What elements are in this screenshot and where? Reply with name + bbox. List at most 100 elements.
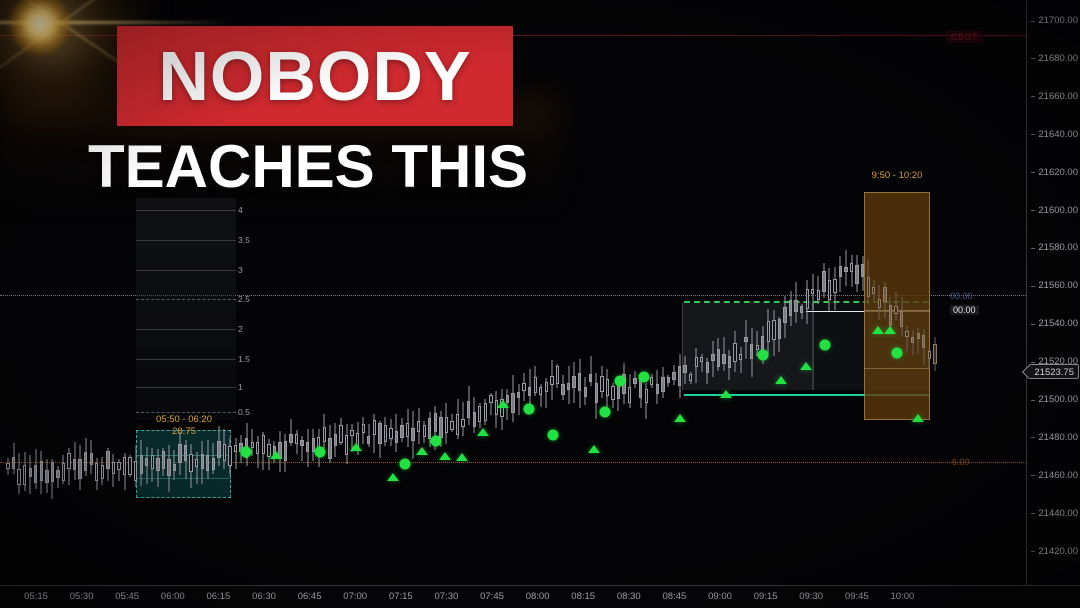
candlestick bbox=[583, 376, 587, 405]
candle-body bbox=[311, 438, 315, 453]
time-tick: 09:15 bbox=[753, 591, 778, 602]
candlestick bbox=[905, 326, 909, 354]
candle-body bbox=[627, 386, 632, 403]
time-tick: 05:30 bbox=[69, 591, 94, 602]
candle-body bbox=[139, 454, 143, 474]
signal-triangle bbox=[387, 473, 399, 481]
candlestick bbox=[84, 438, 88, 477]
signal-triangle bbox=[456, 453, 468, 461]
candlestick bbox=[722, 336, 726, 371]
candlestick bbox=[711, 340, 715, 378]
candle-body bbox=[350, 430, 354, 436]
signal-dot bbox=[430, 435, 442, 447]
candle-body bbox=[261, 434, 265, 454]
candlestick bbox=[561, 375, 565, 401]
candle-body bbox=[383, 424, 388, 442]
signal-triangle bbox=[674, 414, 686, 422]
chart-plot-area[interactable]: 9:50 - 10:20 4 3.5 3 2.5 2 1.5 1 0.5 05:… bbox=[0, 0, 1026, 585]
candle-body bbox=[133, 461, 138, 482]
candlestick bbox=[705, 357, 709, 385]
candle-body bbox=[455, 413, 460, 435]
tag-blue-price: 00.00 bbox=[950, 291, 973, 301]
signal-dot bbox=[614, 375, 626, 387]
signal-dot bbox=[240, 446, 252, 458]
candlestick bbox=[67, 448, 71, 485]
time-tick: 07:00 bbox=[343, 591, 368, 602]
candle-body bbox=[661, 377, 665, 393]
candle-body bbox=[67, 452, 71, 470]
candle-body bbox=[761, 335, 765, 351]
candle-body bbox=[933, 344, 937, 365]
candle-wick bbox=[701, 354, 703, 373]
candlestick bbox=[455, 399, 460, 440]
candle-body bbox=[722, 354, 726, 365]
candlestick bbox=[755, 330, 759, 357]
candle-body bbox=[672, 371, 676, 381]
candle-wick bbox=[235, 438, 237, 469]
candle-body bbox=[78, 458, 82, 480]
candle-body bbox=[533, 377, 537, 394]
candlestick bbox=[816, 276, 820, 304]
candlestick bbox=[200, 441, 204, 484]
candlestick bbox=[855, 255, 859, 293]
candle-body bbox=[400, 424, 404, 438]
price-axis[interactable]: 21700.00 21680.00 21660.00 21640.00 21620.00… bbox=[1026, 0, 1080, 585]
subpane-tick-3: 3 bbox=[238, 265, 243, 275]
candle-body bbox=[522, 383, 526, 392]
candlestick bbox=[566, 366, 571, 404]
subpane-gridline-1 bbox=[136, 387, 236, 388]
candlestick bbox=[861, 256, 865, 292]
subpane-gridline-2 bbox=[136, 329, 236, 330]
candle-body bbox=[733, 343, 737, 363]
price-tick: 21560.00 bbox=[1031, 280, 1078, 292]
candle-body bbox=[705, 362, 709, 373]
candle-body bbox=[605, 378, 610, 396]
candle-body bbox=[200, 453, 204, 470]
candlestick bbox=[6, 458, 10, 476]
candle-body bbox=[511, 392, 515, 414]
subpane-gridline-3 bbox=[136, 270, 236, 271]
candlestick bbox=[849, 255, 854, 287]
candle-body bbox=[300, 439, 304, 446]
candle-body bbox=[283, 441, 288, 462]
candlestick bbox=[927, 348, 931, 371]
candle-body bbox=[572, 376, 576, 388]
candle-body bbox=[256, 442, 260, 455]
candle-body bbox=[167, 458, 171, 477]
candlestick bbox=[833, 267, 837, 310]
candle-body bbox=[183, 445, 188, 461]
candlestick bbox=[872, 280, 876, 302]
subpane-tick-3p5: 3.5 bbox=[238, 235, 250, 245]
candle-body bbox=[228, 445, 232, 466]
candlestick bbox=[195, 452, 199, 485]
candlestick bbox=[250, 428, 254, 457]
time-axis[interactable]: 05:15 05:30 05:45 06:00 06:15 06:30 06:45 07:00… bbox=[0, 585, 1080, 608]
candlestick bbox=[28, 454, 32, 494]
candlestick bbox=[244, 422, 249, 467]
candle-body bbox=[566, 383, 571, 391]
candlestick bbox=[405, 409, 410, 447]
headline-subtext: TEACHES THIS bbox=[88, 133, 529, 200]
candle-body bbox=[34, 464, 38, 483]
candle-body bbox=[794, 299, 798, 312]
signal-triangle bbox=[477, 428, 489, 436]
candle-body bbox=[694, 356, 698, 368]
time-tick: 10:00 bbox=[890, 591, 915, 602]
candlestick bbox=[56, 466, 60, 488]
candlestick bbox=[178, 431, 182, 476]
subpane-gridline-0p5 bbox=[136, 412, 236, 413]
candlestick bbox=[783, 295, 787, 338]
candlestick bbox=[533, 365, 537, 397]
candlestick bbox=[528, 369, 532, 408]
candlestick bbox=[661, 367, 665, 399]
candle-body bbox=[222, 444, 227, 462]
candlestick bbox=[389, 419, 393, 446]
candlestick bbox=[344, 424, 349, 464]
candle-body bbox=[600, 375, 604, 392]
candle-body bbox=[122, 456, 127, 476]
price-tick: 21660.00 bbox=[1031, 90, 1078, 102]
price-tick: 21540.00 bbox=[1031, 318, 1078, 330]
candle-body bbox=[233, 445, 238, 453]
price-tick: 21420.00 bbox=[1031, 545, 1078, 557]
candle-body bbox=[439, 417, 443, 438]
